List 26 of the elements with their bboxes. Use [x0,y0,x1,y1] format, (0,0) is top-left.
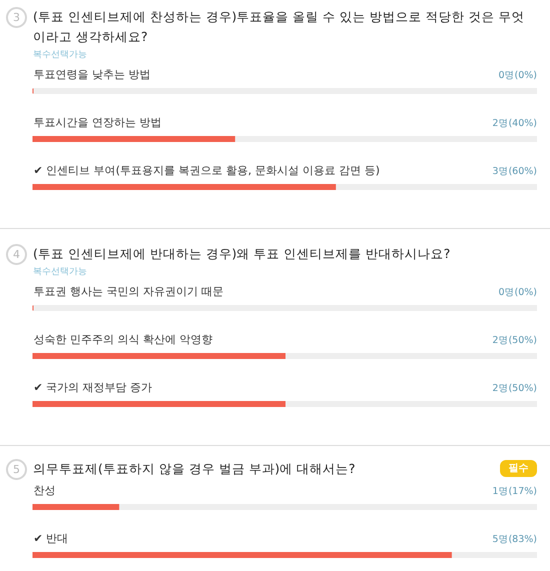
data-label: 2명(50%) [492,335,537,346]
circle-badge: 3 [6,7,27,28]
y-tick-label: 성숙한 민주주의 의식 확산에 악영향 [34,333,212,346]
data-label: 5명(83%) [492,534,537,545]
annotation: 필수 [508,463,528,474]
data-label: 2명(40%) [492,118,537,129]
circle-badge: 4 [6,244,27,265]
y-tick-label: 투표권 행사는 국민의 자유권이기 때문 [34,285,224,298]
data-label: 1명(17%) [492,486,537,497]
chart-title: 의무투표제(투표하지 않을 경우 벌금 부과)에 대해서는? [33,461,356,476]
data-label: 0명(0%) [498,70,537,81]
y-tick-label: 찬성 [34,484,56,497]
chart-title: (투표 인센티브제에 반대하는 경우)왜 투표 인센티브제를 반대하시나요? [33,245,452,263]
chart-title: (투표 인센티브제에 찬성하는 경우)투표율을 올릴 수 있는 방법으로 적당한 것은 무엇이라고 생각하세요? [33,8,526,46]
chart-subtitle: 복수선택가능 [33,266,87,278]
y-tick-label: ✔ 반대 [34,532,68,545]
y-tick-label: ✔ 인센티브 부여(투표용지를 복권으로 활용, 문화시설 이용료 감면 등) [34,164,380,177]
pill-badge: 필수 [500,460,537,477]
data-label: 0명(0%) [498,287,537,298]
data-label: 2명(50%) [492,383,537,394]
y-tick-label: ✔ 국가의 재정부담 증가 [34,381,152,394]
data-label: 3명(60%) [492,166,537,177]
y-tick-label: 투표시간을 연장하는 방법 [34,116,162,129]
y-tick-label: 투표연령을 낮추는 방법 [34,68,150,81]
circle-badge: 5 [6,459,27,480]
chart-subtitle: 복수선택가능 [33,49,87,61]
